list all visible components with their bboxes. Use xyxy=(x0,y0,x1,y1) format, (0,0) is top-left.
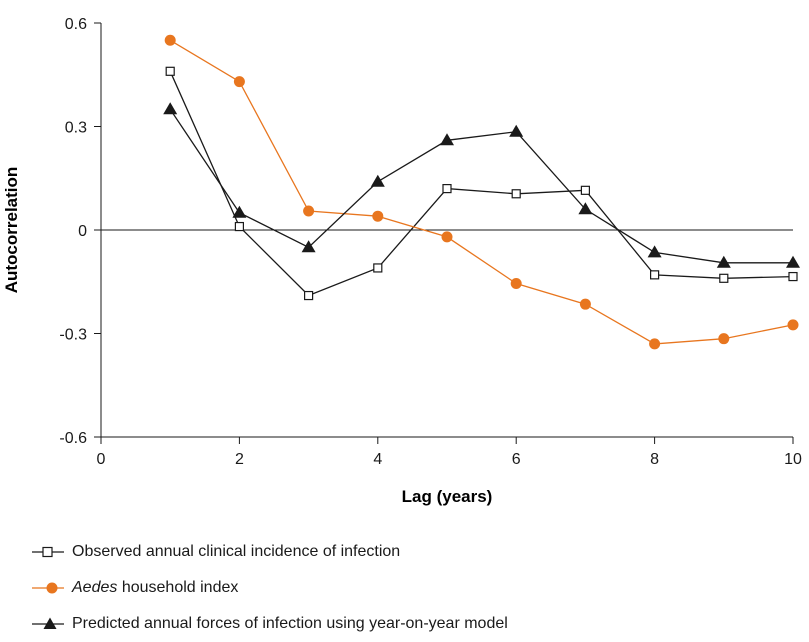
x-tick-label-2: 4 xyxy=(373,451,382,468)
series-2-point-2 xyxy=(301,240,316,253)
y-tick-label-1: 0.3 xyxy=(65,120,87,137)
legend-label-aedes-italic: Aedes xyxy=(72,579,118,596)
legend-label-predicted: Predicted annual forces of infection usi… xyxy=(72,615,508,632)
series-0-point-7 xyxy=(649,270,660,280)
series-2-point-4 xyxy=(440,133,454,146)
series-2-point-6 xyxy=(578,202,593,215)
line-chart: 0 2 4 6 8 10 0.6 0.3 0 -0.3 -0.6 Lag (years) Autoc… xyxy=(2,16,802,506)
series-2-point-1 xyxy=(232,205,247,218)
series-2-point-7 xyxy=(647,245,662,258)
chart-legend: Observed annual clinical incidence of in… xyxy=(30,534,790,642)
series-0-point-3 xyxy=(373,263,383,273)
series-1-point-7 xyxy=(649,338,661,350)
series-0-point-1 xyxy=(234,221,244,232)
series-1-point-0 xyxy=(164,34,176,46)
series-1-point-1 xyxy=(233,76,245,88)
legend-item-observed: Observed annual clinical incidence of in… xyxy=(30,534,790,570)
legend-marker-filled-triangle xyxy=(32,617,64,629)
y-tick-label-2: 0 xyxy=(78,223,87,240)
y-tick-label-0: 0.6 xyxy=(65,16,87,33)
legend-label-observed: Observed annual clinical incidence of in… xyxy=(72,543,401,560)
series-0-point-8 xyxy=(719,273,729,283)
legend-marker-open-square xyxy=(32,546,64,558)
series-2-point-8 xyxy=(716,255,731,268)
chart-series xyxy=(163,34,800,350)
series-0-point-6 xyxy=(580,185,591,195)
y-axis-title: Autocorrelation xyxy=(2,167,21,294)
x-tick-label-0: 0 xyxy=(97,451,106,468)
series-2-point-0 xyxy=(163,102,178,115)
series-1-point-6 xyxy=(579,298,591,310)
series-1 xyxy=(164,34,799,350)
series-2 xyxy=(163,102,800,268)
series-1-point-5 xyxy=(510,277,522,289)
chart-axes: 0 2 4 6 8 10 0.6 0.3 0 -0.3 -0.6 xyxy=(59,16,802,468)
series-0-point-2 xyxy=(304,290,314,301)
series-0-line xyxy=(169,71,794,297)
series-2-point-3 xyxy=(370,174,385,187)
series-0 xyxy=(165,66,798,301)
series-1-point-3 xyxy=(372,210,384,222)
legend-marker-filled-circle xyxy=(32,582,64,594)
series-1-point-9 xyxy=(787,319,799,331)
series-0-point-9 xyxy=(788,271,798,282)
series-2-point-9 xyxy=(786,255,800,268)
x-tick-label-3: 6 xyxy=(512,451,521,468)
legend-item-aedes: Aedes household index xyxy=(30,570,790,606)
legend-label-aedes: Aedes household index xyxy=(72,579,238,597)
series-2-line xyxy=(169,108,793,264)
series-0-point-0 xyxy=(165,66,175,76)
series-1-point-2 xyxy=(303,205,315,217)
legend-label-aedes-rest: household index xyxy=(117,579,239,596)
x-tick-label-5: 10 xyxy=(784,451,802,468)
series-1-point-4 xyxy=(441,231,453,243)
legend-item-predicted: Predicted annual forces of infection usi… xyxy=(30,606,790,642)
series-0-point-5 xyxy=(511,189,521,199)
x-axis-title: Lag (years) xyxy=(402,487,493,506)
x-tick-label-1: 2 xyxy=(235,451,244,468)
series-0-point-4 xyxy=(442,184,452,194)
y-tick-label-3: -0.3 xyxy=(59,327,87,344)
series-1-line xyxy=(169,39,794,345)
x-tick-label-4: 8 xyxy=(650,451,659,468)
series-1-point-8 xyxy=(718,333,730,345)
series-2-point-5 xyxy=(509,124,524,137)
y-tick-label-4: -0.6 xyxy=(59,430,87,447)
